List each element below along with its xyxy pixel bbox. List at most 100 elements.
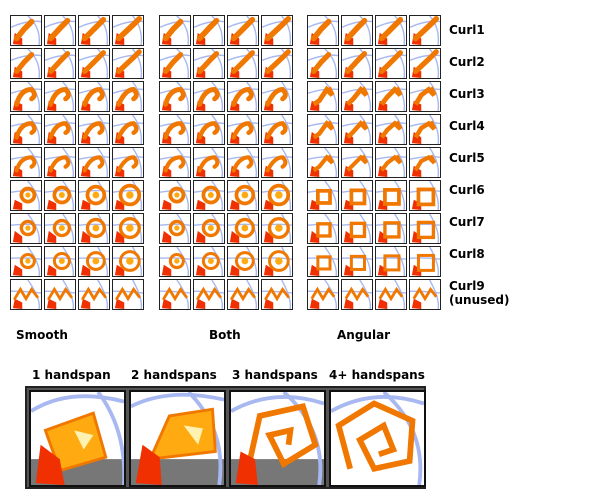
both-curl8-thumbnail bbox=[159, 246, 191, 277]
row-label-curl1: Curl1 bbox=[449, 23, 485, 37]
smooth-curl7-thumbnail bbox=[112, 213, 144, 244]
angular-curl1-thumbnail bbox=[409, 15, 441, 46]
smooth-curl4-thumbnail bbox=[44, 114, 76, 145]
both-curl4-thumbnail bbox=[227, 114, 259, 145]
both-curl9-thumbnail bbox=[193, 279, 225, 310]
angular-curl2-thumbnail bbox=[375, 48, 407, 79]
smooth-curl1-thumbnail bbox=[78, 15, 110, 46]
both-curl4-thumbnail bbox=[261, 114, 293, 145]
both-curl8-thumbnail bbox=[193, 246, 225, 277]
row-label-curl3: Curl3 bbox=[449, 87, 485, 101]
angular-curl2-thumbnail bbox=[409, 48, 441, 79]
both-curl1-thumbnail bbox=[261, 15, 293, 46]
smooth-curl3-thumbnail bbox=[78, 81, 110, 112]
column-label-smooth: Smooth bbox=[16, 328, 68, 342]
angular-curl1-thumbnail bbox=[307, 15, 339, 46]
smooth-curl3-thumbnail bbox=[112, 81, 144, 112]
smooth-curl3-thumbnail bbox=[10, 81, 42, 112]
both-curl2-thumbnail bbox=[227, 48, 259, 79]
row-label-unused: (unused) bbox=[449, 293, 510, 307]
smooth-curl2-thumbnail bbox=[78, 48, 110, 79]
smooth-curl7-thumbnail bbox=[44, 213, 76, 244]
smooth-curl9-thumbnail bbox=[10, 279, 42, 310]
both-curl5-thumbnail bbox=[193, 147, 225, 178]
angular-curl6-thumbnail bbox=[375, 180, 407, 211]
angular-curl5-thumbnail bbox=[341, 147, 373, 178]
smooth-curl9-thumbnail bbox=[112, 279, 144, 310]
both-curl2-thumbnail bbox=[159, 48, 191, 79]
both-curl9-thumbnail bbox=[261, 279, 293, 310]
angular-curl6-thumbnail bbox=[409, 180, 441, 211]
smooth-curl1-thumbnail bbox=[44, 15, 76, 46]
angular-curl4-thumbnail bbox=[375, 114, 407, 145]
handspan-label-2: 2 handspans bbox=[131, 368, 217, 382]
angular-curl9-thumbnail bbox=[375, 279, 407, 310]
handspan-label-1: 1 handspan bbox=[32, 368, 111, 382]
both-curl9-thumbnail bbox=[159, 279, 191, 310]
angular-curl7-thumbnail bbox=[307, 213, 339, 244]
both-curl7-thumbnail bbox=[193, 213, 225, 244]
angular-curl1-thumbnail bbox=[341, 15, 373, 46]
both-curl8-thumbnail bbox=[227, 246, 259, 277]
both-curl5-thumbnail bbox=[159, 147, 191, 178]
both-curl4-thumbnail bbox=[159, 114, 191, 145]
smooth-curl9-thumbnail bbox=[78, 279, 110, 310]
angular-curl3-thumbnail bbox=[375, 81, 407, 112]
smooth-curl1-thumbnail bbox=[10, 15, 42, 46]
smooth-curl6-thumbnail bbox=[10, 180, 42, 211]
angular-curl9-thumbnail bbox=[307, 279, 339, 310]
handspan-2-preview bbox=[129, 390, 226, 487]
angular-curl5-thumbnail bbox=[375, 147, 407, 178]
both-curl3-thumbnail bbox=[227, 81, 259, 112]
angular-curl3-thumbnail bbox=[409, 81, 441, 112]
smooth-curl6-thumbnail bbox=[44, 180, 76, 211]
smooth-curl8-thumbnail bbox=[10, 246, 42, 277]
smooth-curl2-thumbnail bbox=[44, 48, 76, 79]
smooth-curl2-thumbnail bbox=[112, 48, 144, 79]
smooth-grid bbox=[10, 15, 144, 310]
column-label-both: Both bbox=[209, 328, 241, 342]
angular-curl3-thumbnail bbox=[341, 81, 373, 112]
smooth-curl8-thumbnail bbox=[44, 246, 76, 277]
both-curl3-thumbnail bbox=[193, 81, 225, 112]
both-curl3-thumbnail bbox=[261, 81, 293, 112]
smooth-curl5-thumbnail bbox=[78, 147, 110, 178]
angular-curl6-thumbnail bbox=[341, 180, 373, 211]
smooth-curl8-thumbnail bbox=[112, 246, 144, 277]
angular-grid bbox=[307, 15, 441, 310]
column-label-angular: Angular bbox=[337, 328, 391, 342]
smooth-curl5-thumbnail bbox=[44, 147, 76, 178]
both-curl9-thumbnail bbox=[227, 279, 259, 310]
smooth-curl4-thumbnail bbox=[112, 114, 144, 145]
row-label-curl5: Curl5 bbox=[449, 151, 485, 165]
row-label-curl8: Curl8 bbox=[449, 247, 485, 261]
angular-curl7-thumbnail bbox=[341, 213, 373, 244]
smooth-curl5-thumbnail bbox=[112, 147, 144, 178]
angular-curl6-thumbnail bbox=[307, 180, 339, 211]
smooth-curl7-thumbnail bbox=[10, 213, 42, 244]
both-curl6-thumbnail bbox=[193, 180, 225, 211]
smooth-curl6-thumbnail bbox=[78, 180, 110, 211]
row-label-curl6: Curl6 bbox=[449, 183, 485, 197]
angular-curl4-thumbnail bbox=[341, 114, 373, 145]
handspan-label-3: 3 handspans bbox=[232, 368, 318, 382]
angular-curl8-thumbnail bbox=[375, 246, 407, 277]
angular-curl8-thumbnail bbox=[409, 246, 441, 277]
both-curl3-thumbnail bbox=[159, 81, 191, 112]
angular-curl7-thumbnail bbox=[375, 213, 407, 244]
both-curl5-thumbnail bbox=[261, 147, 293, 178]
row-label-curl7: Curl7 bbox=[449, 215, 485, 229]
smooth-curl2-thumbnail bbox=[10, 48, 42, 79]
angular-curl5-thumbnail bbox=[409, 147, 441, 178]
both-curl6-thumbnail bbox=[159, 180, 191, 211]
angular-curl7-thumbnail bbox=[409, 213, 441, 244]
smooth-curl9-thumbnail bbox=[44, 279, 76, 310]
both-curl4-thumbnail bbox=[193, 114, 225, 145]
smooth-curl3-thumbnail bbox=[44, 81, 76, 112]
angular-curl2-thumbnail bbox=[341, 48, 373, 79]
row-label-curl2: Curl2 bbox=[449, 55, 485, 69]
both-curl1-thumbnail bbox=[227, 15, 259, 46]
both-curl1-thumbnail bbox=[159, 15, 191, 46]
both-curl7-thumbnail bbox=[261, 213, 293, 244]
both-curl7-thumbnail bbox=[227, 213, 259, 244]
